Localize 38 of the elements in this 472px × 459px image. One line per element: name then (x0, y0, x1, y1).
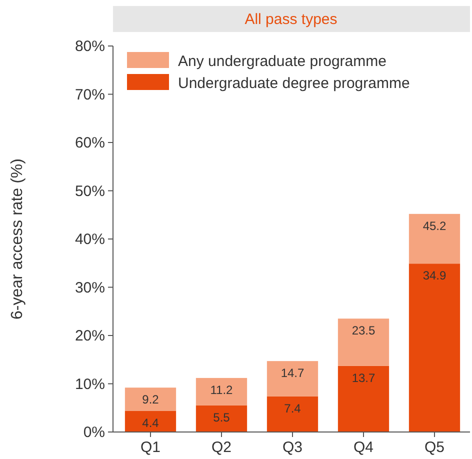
y-tick-label: 40% (74, 231, 105, 248)
y-tick-label: 80% (74, 38, 105, 55)
legend-label: Undergraduate degree programme (178, 75, 410, 92)
y-tick-label: 20% (74, 328, 105, 344)
y-axis-title: 6-year access rate (%) (9, 158, 26, 320)
x-tick-label: Q1 (140, 439, 161, 456)
y-tick-label: 50% (74, 182, 105, 200)
total-label: 23.5 (352, 324, 376, 338)
x-tick-label: Q3 (282, 439, 303, 456)
bar (124, 388, 176, 411)
x-tick-label: Q4 (353, 439, 374, 456)
bar (266, 396, 318, 432)
total-label: 14.7 (280, 366, 304, 380)
data-label: 4.4 (142, 416, 160, 430)
total-label: 9.2 (142, 392, 160, 407)
total-label: 45.2 (422, 218, 446, 233)
x-tick-label: Q5 (424, 439, 445, 456)
total-label: 11.2 (210, 382, 234, 397)
bar (408, 264, 460, 432)
bar (408, 214, 460, 264)
y-tick-label: 70% (74, 86, 105, 104)
bar (266, 361, 318, 396)
data-label: 34.9 (422, 268, 446, 283)
bar (338, 366, 390, 432)
y-tick-label: 10% (74, 376, 105, 393)
data-label: 5.5 (213, 410, 230, 424)
bar (196, 405, 248, 432)
legend-label: Any undergraduate programme (178, 53, 386, 70)
data-label: 7.4 (284, 401, 302, 416)
y-tick-label: 60% (74, 134, 105, 152)
data-label: 13.7 (352, 370, 376, 385)
chart-title: All pass types (244, 11, 338, 28)
x-tick-label: Q2 (211, 439, 232, 456)
bar (196, 378, 248, 406)
bar (338, 318, 390, 366)
y-tick-label: 0% (83, 424, 105, 441)
y-tick-label: 30% (74, 279, 105, 296)
bar (124, 410, 176, 432)
